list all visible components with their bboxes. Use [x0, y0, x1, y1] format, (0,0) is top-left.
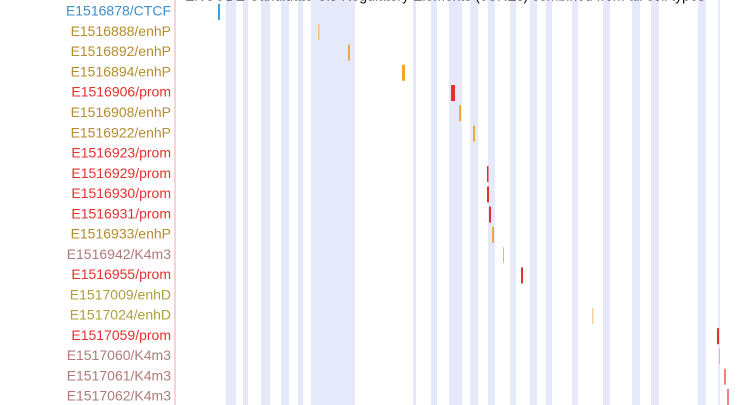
ccre-feature — [717, 328, 719, 345]
highlight-band — [546, 0, 552, 405]
row-label: E1516923/prom — [71, 145, 171, 161]
highlight-band — [603, 0, 610, 405]
ccre-feature — [727, 388, 729, 405]
row-label: E1516942/K4m3 — [67, 246, 172, 262]
ccre-feature — [503, 247, 504, 264]
row-label: E1516930/prom — [71, 185, 171, 201]
ccre-feature — [592, 307, 594, 324]
row-label: E1517024/enhD — [70, 307, 171, 323]
highlight-band — [261, 0, 270, 405]
row-label: E1516878/CTCF — [66, 3, 171, 19]
highlight-band — [530, 0, 537, 405]
highlight-bands — [226, 0, 720, 405]
row-label: E1517060/K4m3 — [67, 347, 172, 363]
highlight-band — [431, 0, 437, 405]
ccre-feature — [719, 348, 720, 365]
ccre-feature — [459, 105, 461, 122]
ccre-feature — [487, 166, 489, 183]
row-label: E1516929/prom — [71, 165, 171, 181]
highlight-band — [718, 0, 720, 405]
highlight-band — [449, 0, 462, 405]
ccre-feature — [218, 4, 220, 20]
ccre-feature — [487, 186, 489, 203]
row-label: E1516892/enhP — [71, 43, 171, 59]
row-label: E1516922/enhP — [71, 124, 171, 140]
highlight-band — [651, 0, 659, 405]
ccre-feature — [348, 44, 350, 61]
highlight-band — [311, 0, 355, 405]
row-label: E1516933/enhP — [71, 226, 171, 242]
row-label: E1516906/prom — [71, 84, 171, 100]
highlight-band — [510, 0, 516, 405]
row-label: E1516894/enhP — [71, 63, 171, 79]
highlight-band — [470, 0, 478, 405]
highlight-band — [632, 0, 640, 405]
highlight-band — [572, 0, 578, 405]
row-label: E1517059/prom — [71, 327, 171, 343]
track-title: ENCODE Candidate Cis-Regulatory Elements… — [185, 0, 705, 4]
highlight-band — [413, 0, 416, 405]
highlight-band — [226, 0, 236, 405]
highlight-band — [488, 0, 495, 405]
ccre-feature — [402, 64, 405, 81]
row-label: E1516888/enhP — [71, 23, 171, 39]
highlight-band — [281, 0, 289, 405]
ccre-feature — [492, 226, 494, 243]
ccre-feature — [521, 267, 523, 284]
row-label: E1517062/K4m3 — [67, 388, 172, 404]
ccre-feature — [451, 85, 455, 102]
highlight-band — [243, 0, 248, 405]
row-label: E1517061/K4m3 — [67, 367, 172, 383]
ccre-feature — [724, 368, 726, 385]
row-label: E1517009/enhD — [70, 286, 171, 302]
highlight-band — [298, 0, 303, 405]
row-label: E1516955/prom — [71, 266, 171, 282]
ccre-feature — [489, 206, 491, 223]
row-label: E1516931/prom — [71, 205, 171, 221]
row-label: E1516908/enhP — [71, 104, 171, 120]
highlight-band — [698, 0, 706, 405]
ccre-feature — [318, 24, 320, 41]
ccre-feature — [473, 125, 475, 142]
